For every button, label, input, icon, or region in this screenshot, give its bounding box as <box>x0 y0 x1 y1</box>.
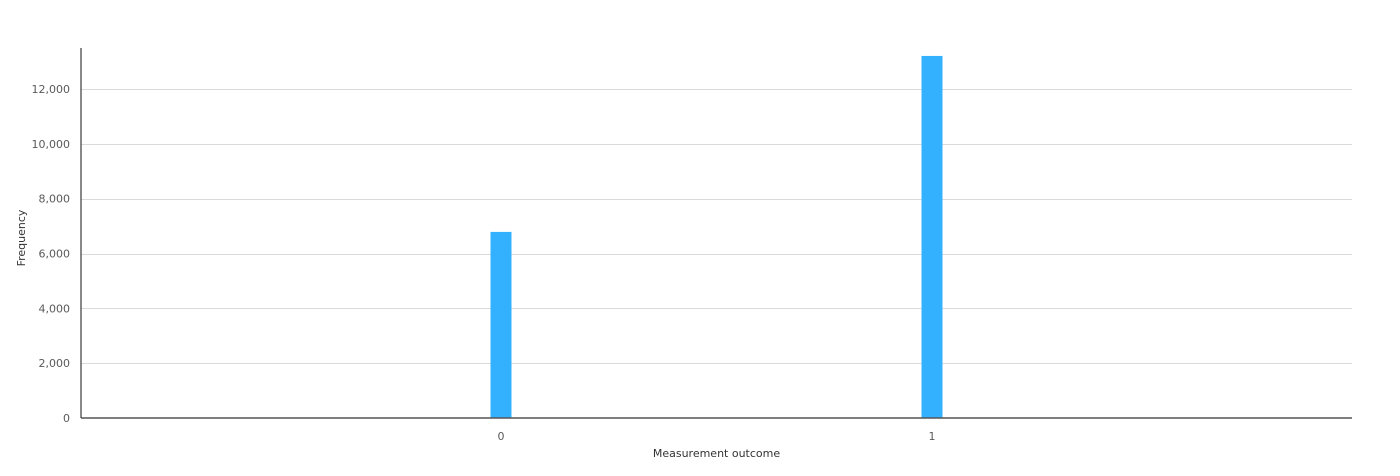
y-tick-label: 4,000 <box>39 302 71 315</box>
y-tick-label: 12,000 <box>32 83 71 96</box>
x-tick-label: 0 <box>498 430 505 443</box>
grid-lines <box>81 89 1352 364</box>
y-tick-label: 6,000 <box>39 248 71 261</box>
y-tick-label: 2,000 <box>39 357 71 370</box>
y-tick-label: 8,000 <box>39 193 71 206</box>
x-tick-label: 1 <box>929 430 936 443</box>
y-tick-label: 0 <box>63 412 70 425</box>
axes <box>80 48 1352 419</box>
bar-1[interactable] <box>921 55 943 418</box>
y-tick-label: 10,000 <box>32 138 71 151</box>
bars <box>490 55 943 418</box>
bar-0[interactable] <box>490 231 512 418</box>
x-axis-title: Measurement outcome <box>653 447 781 460</box>
y-axis-title: Frequency <box>15 209 28 266</box>
y-tick-labels: 0 2,000 4,000 6,000 8,000 10,000 12,000 <box>32 83 71 425</box>
